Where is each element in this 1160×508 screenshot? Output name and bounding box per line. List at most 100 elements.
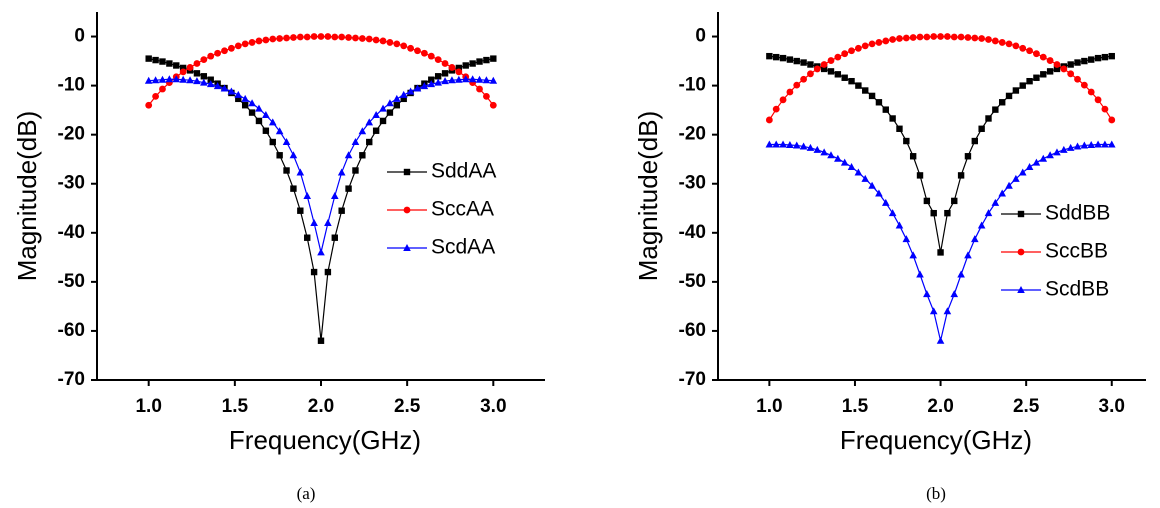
marker (359, 152, 366, 159)
marker (1046, 57, 1054, 64)
marker (455, 75, 463, 83)
marker (365, 118, 374, 126)
marker (427, 52, 435, 60)
marker (1081, 57, 1088, 65)
marker (372, 36, 380, 44)
marker (255, 117, 263, 125)
marker (303, 192, 312, 199)
marker (234, 90, 243, 98)
marker (834, 154, 842, 162)
marker (151, 76, 160, 84)
marker (957, 172, 965, 179)
y-tick-label: -40 (58, 222, 85, 243)
marker (268, 118, 277, 126)
marker (1033, 74, 1040, 81)
marker (793, 81, 801, 89)
marker (895, 221, 904, 229)
marker (227, 87, 236, 95)
marker (1005, 181, 1013, 189)
x-axis-label: Frequency(GHz) (840, 425, 1032, 455)
marker (1053, 148, 1061, 156)
marker (476, 58, 483, 65)
marker (964, 251, 972, 259)
marker (1019, 82, 1026, 89)
marker (929, 307, 938, 315)
marker (207, 52, 215, 60)
marker (847, 163, 856, 171)
marker (152, 56, 159, 64)
y-tick-label: -50 (679, 271, 706, 292)
marker (772, 140, 781, 148)
marker (944, 33, 951, 40)
marker (352, 167, 359, 174)
series (765, 140, 1116, 344)
marker (262, 111, 270, 119)
marker (1094, 96, 1102, 104)
y-tick-label: -60 (58, 320, 85, 341)
marker (186, 64, 194, 71)
marker (916, 172, 924, 179)
legend-marker (403, 168, 411, 176)
y-tick-label: -10 (58, 75, 85, 96)
y-tick-label: -10 (679, 75, 706, 96)
marker (483, 56, 490, 64)
marker (916, 33, 924, 41)
marker (414, 47, 421, 55)
marker (950, 290, 959, 298)
x-tick-label: 3.0 (1099, 396, 1125, 417)
marker (1053, 61, 1061, 68)
marker (296, 168, 305, 176)
marker (896, 35, 903, 42)
y-axis-label: Magnitude(dB) (633, 111, 663, 282)
marker (827, 151, 835, 159)
marker (998, 189, 1006, 197)
marker (1005, 92, 1013, 100)
x-tick-label: 2.5 (394, 396, 421, 417)
y-axis-label: Magnitude(dB) (12, 111, 42, 282)
y-tick-label: -20 (58, 124, 85, 145)
series (145, 33, 497, 109)
legend-marker (403, 244, 411, 251)
marker (172, 75, 181, 83)
marker (145, 55, 152, 62)
marker (331, 234, 338, 241)
x-tick-label: 3.0 (480, 396, 506, 417)
legend-item: SddBB (1001, 202, 1110, 225)
series-line (148, 35, 494, 106)
marker (337, 168, 346, 176)
marker (1067, 61, 1074, 68)
marker (1088, 56, 1095, 63)
marker (909, 34, 917, 41)
marker (296, 33, 304, 41)
marker (400, 42, 408, 50)
marker (152, 92, 159, 100)
marker (937, 249, 944, 256)
marker (1108, 116, 1116, 124)
legend-item: SccBB (1001, 240, 1108, 263)
marker (957, 33, 965, 41)
marker (882, 37, 890, 45)
marker (283, 167, 290, 174)
marker (330, 192, 339, 199)
marker (937, 33, 944, 40)
y-tick-label: 0 (695, 26, 706, 47)
marker (868, 181, 876, 189)
marker (807, 70, 814, 78)
y-tick-label: -30 (679, 173, 706, 194)
marker (324, 33, 332, 40)
marker (1005, 40, 1013, 48)
marker (399, 90, 408, 98)
marker (441, 77, 449, 85)
marker (200, 56, 208, 63)
marker (476, 85, 483, 93)
marker (779, 140, 787, 148)
marker (206, 80, 215, 88)
marker (173, 62, 180, 69)
legend-label: SddBB (1045, 202, 1110, 225)
marker (1039, 53, 1047, 61)
marker (985, 36, 992, 43)
marker (448, 64, 456, 71)
series-line (768, 35, 1113, 121)
y-tick-label: -30 (58, 173, 85, 194)
marker (262, 127, 270, 134)
